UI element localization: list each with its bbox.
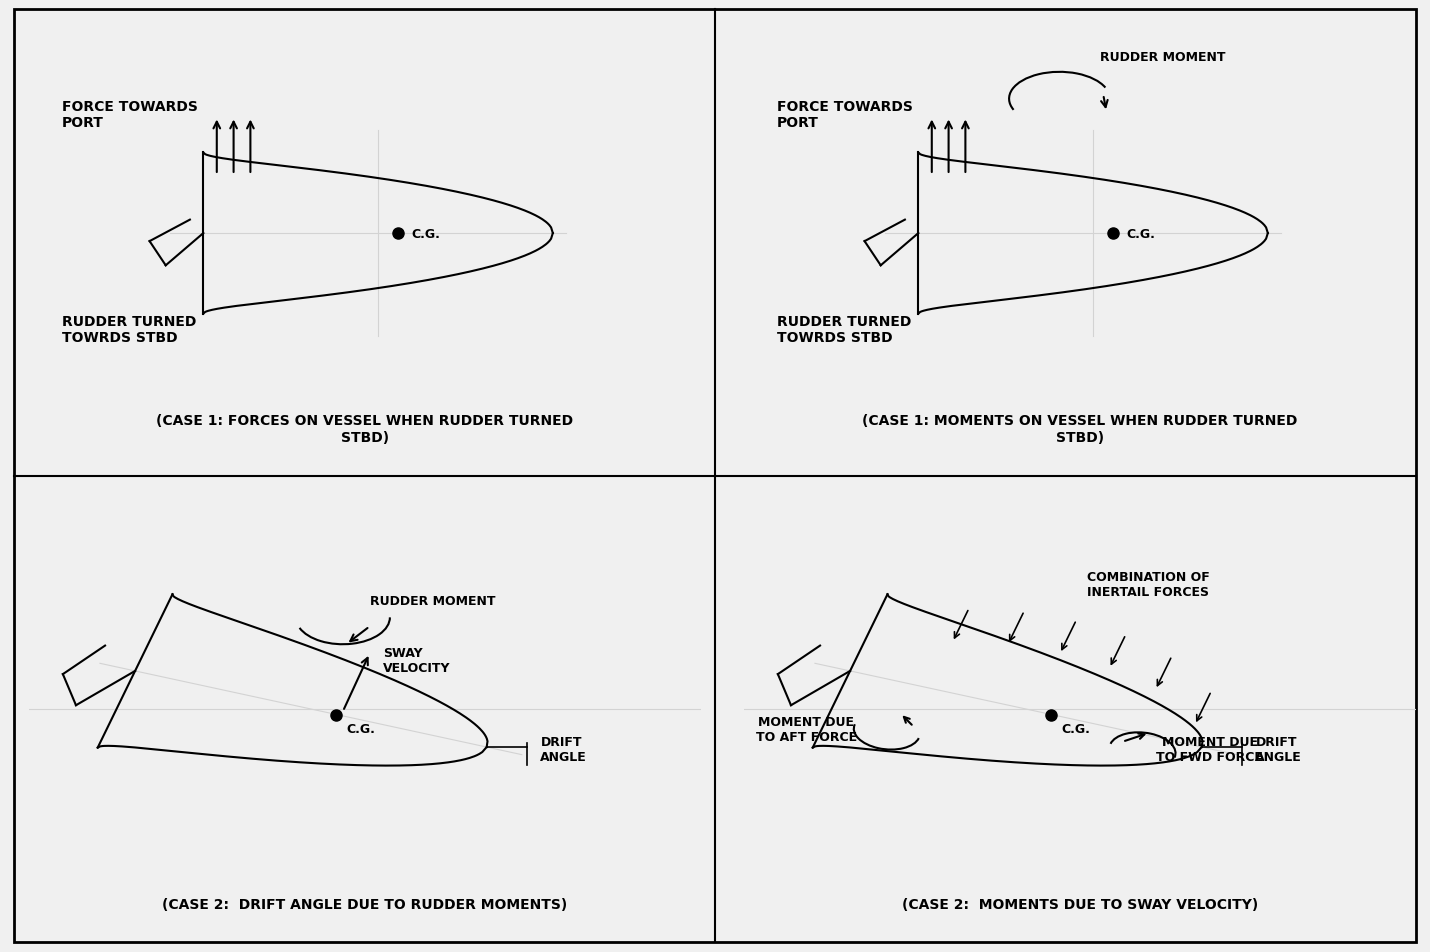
Text: C.G.: C.G. <box>1061 723 1091 736</box>
Text: MOMENT DUE
TO AFT FORCE: MOMENT DUE TO AFT FORCE <box>755 715 857 744</box>
Text: (CASE 2:  MOMENTS DUE TO SWAY VELOCITY): (CASE 2: MOMENTS DUE TO SWAY VELOCITY) <box>901 897 1258 910</box>
Text: COMBINATION OF
INERTAIL FORCES: COMBINATION OF INERTAIL FORCES <box>1087 570 1210 598</box>
Text: RUDDER TURNED
TOWRDS STBD: RUDDER TURNED TOWRDS STBD <box>63 314 196 345</box>
Text: DRIFT
ANGLE: DRIFT ANGLE <box>541 736 588 764</box>
Text: RUDDER MOMENT: RUDDER MOMENT <box>370 594 495 607</box>
Text: SWAY
VELOCITY: SWAY VELOCITY <box>383 646 450 674</box>
Text: C.G.: C.G. <box>412 228 440 240</box>
Text: RUDDER MOMENT: RUDDER MOMENT <box>1100 50 1226 64</box>
Text: C.G.: C.G. <box>1127 228 1155 240</box>
Text: C.G.: C.G. <box>346 723 376 736</box>
Text: (CASE 1: MOMENTS ON VESSEL WHEN RUDDER TURNED
STBD): (CASE 1: MOMENTS ON VESSEL WHEN RUDDER T… <box>862 414 1297 444</box>
Text: FORCE TOWARDS
PORT: FORCE TOWARDS PORT <box>63 100 199 129</box>
Text: DRIFT
ANGLE: DRIFT ANGLE <box>1256 736 1303 764</box>
Text: FORCE TOWARDS
PORT: FORCE TOWARDS PORT <box>778 100 914 129</box>
Text: (CASE 1: FORCES ON VESSEL WHEN RUDDER TURNED
STBD): (CASE 1: FORCES ON VESSEL WHEN RUDDER TU… <box>156 414 573 444</box>
Text: RUDDER TURNED
TOWRDS STBD: RUDDER TURNED TOWRDS STBD <box>778 314 911 345</box>
Text: (CASE 2:  DRIFT ANGLE DUE TO RUDDER MOMENTS): (CASE 2: DRIFT ANGLE DUE TO RUDDER MOMEN… <box>162 897 568 910</box>
Text: MOMENT DUE
TO FWD FORCE: MOMENT DUE TO FWD FORCE <box>1157 735 1263 763</box>
